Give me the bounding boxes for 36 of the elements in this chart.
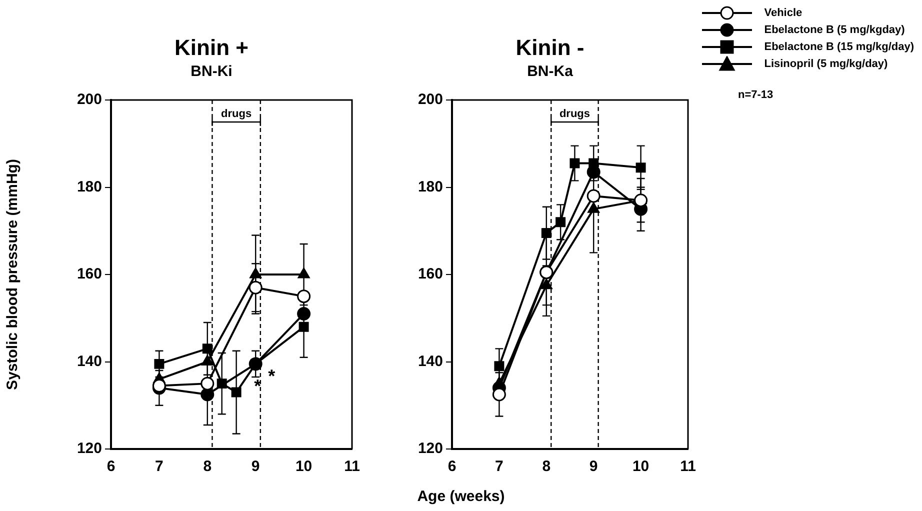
chart-title: Kinin + (174, 35, 248, 60)
y-tick-label: 120 (76, 440, 102, 458)
x-tick-label: 10 (632, 458, 650, 476)
legend-label: Ebelactone B (15 mg/kg/day) (764, 40, 914, 52)
legend-label: Ebelactone B (5 mg/kgday) (764, 24, 905, 36)
y-tick-label: 140 (76, 352, 102, 370)
x-tick-label: 6 (448, 458, 456, 476)
x-tick-label: 8 (203, 458, 212, 476)
y-tick-label: 140 (418, 352, 443, 370)
x-tick-label: 9 (251, 458, 260, 476)
chart-title: Kinin - (516, 35, 584, 60)
x-tick-label: 8 (542, 458, 551, 476)
legend-label: Vehicle (764, 6, 802, 18)
y-tick-label: 180 (418, 178, 443, 196)
ref-line-label: drugs (559, 108, 590, 120)
x-tick-label: 10 (295, 458, 312, 476)
y-tick-label: 160 (76, 266, 102, 283)
legend-label: Lisinopril (5 mg/kg/day) (764, 58, 888, 70)
x-tick-label: 11 (344, 458, 360, 476)
y-tick-label: 200 (76, 91, 102, 108)
x-tick-label: 7 (155, 458, 164, 476)
y-tick-label: 120 (418, 440, 443, 458)
y-tick-label: 180 (76, 178, 102, 196)
x-tick-label: 7 (495, 458, 504, 476)
x-tick-label: 9 (589, 458, 598, 476)
chart-subtitle: BN-Ka (527, 63, 574, 80)
y-tick-label: 160 (418, 266, 443, 283)
y-axis-title: Systolic blood pressure (mmHg) (4, 159, 22, 390)
ref-line-label: drugs (221, 108, 252, 120)
y-tick-label: 200 (418, 91, 443, 108)
chart-subtitle: BN-Ki (190, 63, 232, 80)
x-axis-title: Age (weeks) (416, 488, 506, 505)
x-tick-label: 11 (680, 458, 696, 476)
annotation: * (268, 366, 276, 386)
text: n=7-13 (738, 89, 774, 101)
x-tick-label: 6 (106, 458, 116, 476)
